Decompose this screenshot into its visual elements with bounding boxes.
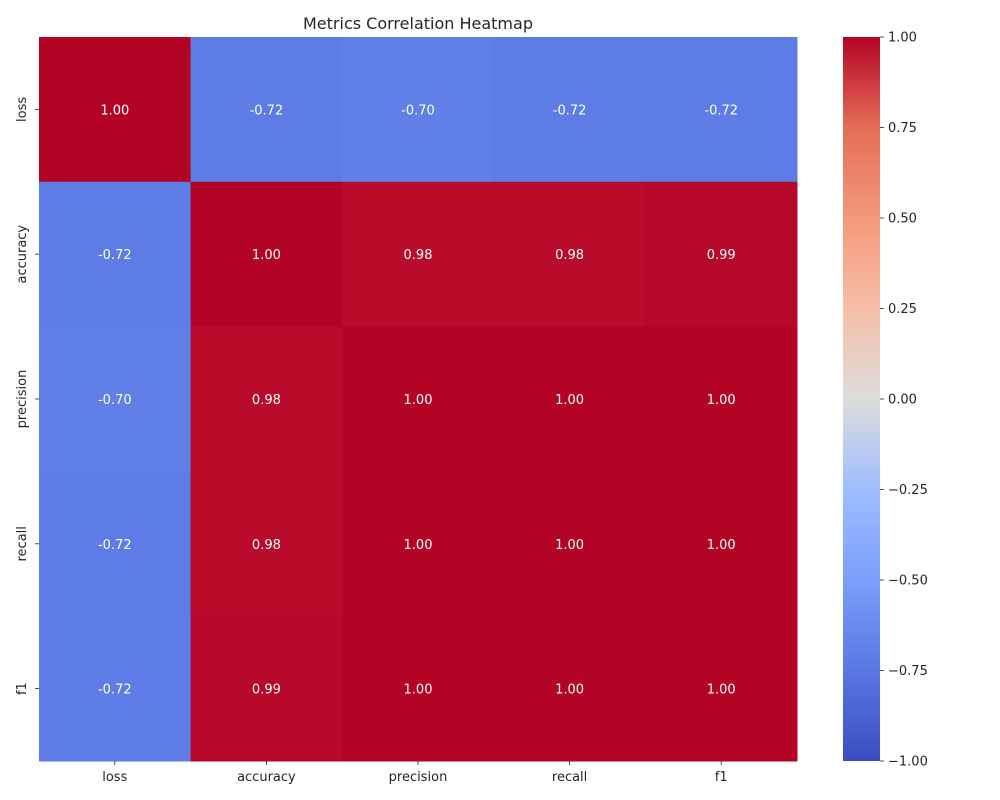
cell-value-label: 1.00 — [555, 393, 584, 408]
cell-value-label: 1.00 — [707, 683, 736, 698]
cell-value-label: -0.72 — [98, 683, 132, 698]
cell-value-label: 1.00 — [707, 538, 736, 553]
colorbar-tick-label: 1.00 — [888, 31, 917, 46]
cell-value-label: 1.00 — [404, 393, 433, 408]
colorbar-tick-label: 0.25 — [888, 302, 917, 317]
cell-value-label: -0.72 — [553, 103, 587, 118]
cell-value-label: -0.70 — [401, 103, 435, 118]
y-tick-label: precision — [15, 370, 30, 429]
cell-value-label: 1.00 — [404, 538, 433, 553]
heatmap-cell — [190, 471, 343, 617]
heatmap-cell — [493, 181, 646, 328]
heatmap-cell — [39, 326, 192, 472]
cell-value-label: -0.72 — [704, 103, 738, 118]
x-tick-label: accuracy — [237, 770, 296, 785]
heatmap-cell — [342, 37, 495, 183]
x-axis-ticks: loss accuracy precision recall f1 — [102, 761, 728, 785]
cell-value-label: 1.00 — [252, 248, 281, 263]
y-axis-ticks: loss accuracy precision recall f1 — [15, 97, 39, 695]
y-tick-label: f1 — [15, 682, 30, 695]
heatmap-cell — [39, 181, 192, 328]
heatmap-cell — [342, 181, 495, 328]
cell-value-label: 0.98 — [252, 538, 281, 553]
cell-value-label: -0.70 — [98, 393, 132, 408]
heatmap-cell — [342, 326, 495, 472]
colorbar-tick-label: 0.75 — [888, 121, 917, 136]
colorbar — [843, 37, 880, 761]
cell-value-label: 1.00 — [555, 538, 584, 553]
cell-value-label: -0.72 — [98, 248, 132, 263]
heatmap-cell — [645, 326, 798, 472]
heatmap-cell — [645, 37, 798, 183]
cell-value-label: 0.98 — [404, 248, 433, 263]
cell-value-label: 1.00 — [707, 393, 736, 408]
x-tick-label: recall — [552, 770, 587, 785]
colorbar-tick-label: −0.25 — [888, 483, 928, 498]
heatmap-cell — [190, 181, 343, 328]
x-tick-label: loss — [102, 770, 127, 785]
heatmap-cell — [493, 326, 646, 472]
heatmap-cell — [493, 471, 646, 617]
heatmap-cell — [39, 471, 192, 617]
x-tick-label: precision — [389, 770, 448, 785]
y-tick-label: recall — [15, 526, 30, 561]
cell-value-label: -0.72 — [98, 538, 132, 553]
heatmap-cell — [190, 616, 343, 762]
cell-value-label: 1.00 — [404, 683, 433, 698]
colorbar-tick-label: −1.00 — [888, 755, 928, 770]
cell-value-label: 0.98 — [252, 393, 281, 408]
heatmap-cell — [493, 37, 646, 183]
x-tick-label: f1 — [715, 770, 728, 785]
heatmap-cell — [342, 471, 495, 617]
heatmap-cell — [190, 326, 343, 472]
heatmap-cells: 1.00 -0.72 -0.70 -0.72 -0.72 -0.72 1.00 0.98 0.9… — [39, 37, 798, 762]
heatmap-cell — [39, 37, 192, 183]
heatmap-cell — [645, 616, 798, 762]
colorbar-tick-label: −0.50 — [888, 574, 928, 589]
colorbar-tick-label: −0.75 — [888, 664, 928, 679]
heatmap-cell — [645, 181, 798, 328]
y-tick-label: accuracy — [15, 225, 30, 284]
cell-value-label: 0.99 — [707, 248, 736, 263]
colorbar-tick-label: 0.50 — [888, 212, 917, 227]
cell-value-label: 0.98 — [555, 248, 584, 263]
cell-value-label: -0.72 — [250, 103, 284, 118]
heatmap-cell — [190, 37, 343, 183]
cell-value-label: 1.00 — [100, 103, 129, 118]
heatmap-cell — [493, 616, 646, 762]
colorbar-tick-label: 0.00 — [888, 393, 917, 408]
heatmap-cell — [342, 616, 495, 762]
cell-value-label: 0.99 — [252, 683, 281, 698]
colorbar-ticks: 1.00 0.75 0.50 0.25 0.00 −0.25 −0.50 −0.75 −1.00 — [880, 31, 928, 770]
y-tick-label: loss — [15, 97, 30, 122]
cell-value-label: 1.00 — [555, 683, 584, 698]
heatmap-cell — [39, 616, 192, 762]
heatmap-cell — [645, 471, 798, 617]
chart-title: Metrics Correlation Heatmap — [303, 14, 533, 33]
